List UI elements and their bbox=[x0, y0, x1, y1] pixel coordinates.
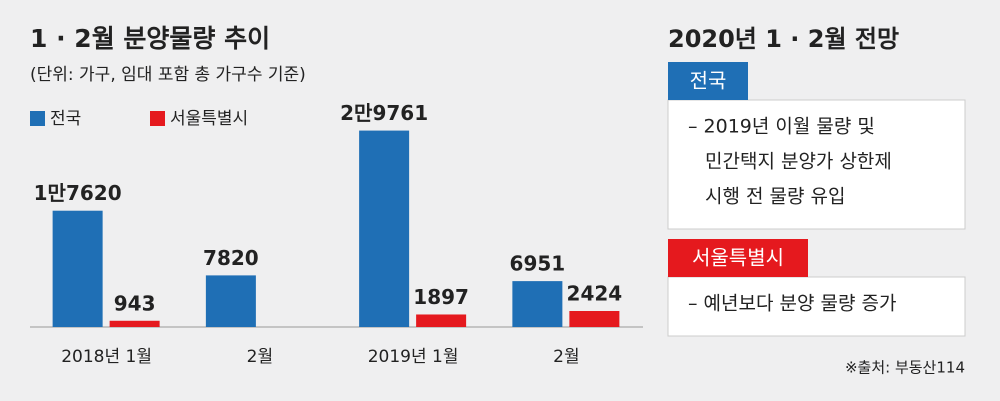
value-label: 1897 bbox=[413, 285, 469, 309]
legend-label: 전국 bbox=[50, 109, 81, 129]
bar bbox=[359, 130, 410, 327]
section-line: 민간택지 분양가 상한제 bbox=[705, 151, 892, 173]
section-box bbox=[667, 99, 966, 230]
value-label: 1만7620 bbox=[34, 181, 122, 205]
legend-swatch bbox=[30, 111, 45, 126]
x-tick-label: 2월 bbox=[553, 347, 579, 367]
section-tag bbox=[668, 62, 748, 100]
bar bbox=[109, 320, 160, 327]
section-box bbox=[667, 276, 966, 337]
section-label: 전국 bbox=[690, 69, 727, 93]
section-line: 시행 전 물량 유입 bbox=[705, 186, 845, 208]
x-tick-label: 2월 bbox=[247, 347, 273, 367]
bar bbox=[205, 275, 256, 327]
section-label: 서울특별시 bbox=[692, 246, 784, 270]
x-tick-label: 2019년 1월 bbox=[368, 347, 459, 367]
value-label: 7820 bbox=[203, 246, 259, 270]
chart-subtitle: (단위: 가구, 임대 포함 총 가구수 기준) bbox=[30, 65, 306, 85]
legend-swatch bbox=[150, 111, 165, 126]
value-label: 2424 bbox=[567, 282, 623, 306]
value-label: 943 bbox=[114, 291, 156, 315]
source: ※출처: 부동산114 bbox=[845, 359, 965, 377]
x-tick-label: 2018년 1월 bbox=[61, 347, 152, 367]
bar bbox=[416, 314, 467, 327]
bar bbox=[512, 281, 563, 327]
bar bbox=[52, 210, 103, 327]
bar bbox=[569, 311, 620, 327]
value-label: 6951 bbox=[510, 252, 566, 276]
value-label: 2만9761 bbox=[340, 101, 428, 125]
section-tag bbox=[668, 239, 808, 277]
section-line: – 2019년 이월 물량 및 bbox=[688, 116, 875, 138]
legend-label: 서울특별시 bbox=[170, 109, 248, 129]
panel-title: 2020년 1 · 2월 전망 bbox=[668, 25, 899, 53]
chart-title: 1 · 2월 분양물량 추이 bbox=[30, 24, 270, 53]
section-line: – 예년보다 분양 물량 증가 bbox=[688, 293, 896, 315]
